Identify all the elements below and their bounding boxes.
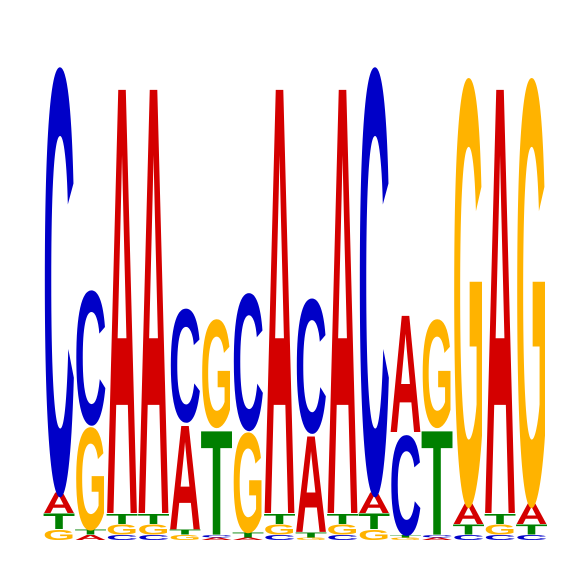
letter-A-pos-2: A bbox=[75, 533, 107, 541]
letter-T-pos-10: T bbox=[327, 511, 360, 528]
letter-C-pos-6: C bbox=[201, 534, 233, 538]
letter-G-pos-3: G bbox=[106, 521, 138, 538]
letter-T-pos-7: T bbox=[232, 530, 264, 538]
letter-C-pos-1: C bbox=[43, 0, 75, 566]
letter-C-pos-7: C bbox=[232, 253, 264, 471]
letter-C-pos-15: C bbox=[484, 533, 516, 541]
letter-T-pos-12: T bbox=[390, 534, 422, 538]
letter-C-pos-12: C bbox=[390, 406, 422, 565]
letter-C-pos-4: C bbox=[138, 533, 170, 541]
letter-C-pos-13: C bbox=[421, 534, 453, 538]
letter-G-pos-5: G bbox=[169, 533, 201, 541]
letter-G-pos-11: G bbox=[358, 526, 390, 543]
letter-G-pos-1: G bbox=[43, 526, 75, 543]
letter-G-pos-8: G bbox=[264, 521, 296, 538]
letter-T-pos-16: T bbox=[516, 521, 549, 538]
letter-A-pos-7: A bbox=[232, 537, 264, 541]
letter-C-pos-11: C bbox=[358, 0, 390, 566]
letter-T-pos-4: T bbox=[138, 511, 171, 528]
letter-T-pos-15: T bbox=[484, 511, 517, 528]
letter-G-pos-13: G bbox=[421, 287, 453, 459]
letter-C-pos-8: C bbox=[264, 533, 296, 541]
letter-G-pos-14: G bbox=[453, 0, 485, 566]
letter-G-pos-9: G bbox=[295, 537, 327, 541]
letter-G-pos-2: G bbox=[75, 397, 107, 560]
letter-C-pos-2: C bbox=[75, 252, 107, 466]
letter-T-pos-14: T bbox=[453, 521, 486, 538]
letter-T-pos-13: T bbox=[421, 398, 453, 566]
letter-A-pos-5: A bbox=[169, 395, 201, 562]
letter-A-pos-6: A bbox=[201, 537, 233, 541]
letter-A-pos-10: A bbox=[327, 0, 359, 566]
letter-A-pos-12: A bbox=[390, 280, 422, 469]
letter-G-pos-4: G bbox=[138, 521, 170, 538]
letter-C-pos-5: C bbox=[169, 277, 201, 457]
letter-G-pos-10: G bbox=[327, 521, 359, 538]
letter-T-pos-2: T bbox=[75, 528, 107, 536]
letter-C-pos-16: C bbox=[516, 533, 548, 541]
letter-T-pos-11: T bbox=[358, 509, 390, 535]
letter-A-pos-11: A bbox=[358, 487, 390, 520]
letter-T-pos-8: T bbox=[264, 511, 297, 528]
letter-C-pos-3: C bbox=[106, 533, 138, 541]
letter-T-pos-9: T bbox=[295, 530, 327, 538]
letter-C-pos-10: C bbox=[327, 533, 359, 541]
letter-A-pos-15: A bbox=[484, 0, 516, 566]
letter-T-pos-6: T bbox=[201, 398, 233, 566]
letter-G-pos-7: G bbox=[232, 404, 264, 563]
letter-G-pos-6: G bbox=[201, 287, 233, 459]
letter-A-pos-4: A bbox=[138, 0, 170, 566]
letter-T-pos-1: T bbox=[43, 509, 75, 535]
letter-A-pos-3: A bbox=[106, 0, 138, 566]
letter-A-pos-1: A bbox=[43, 487, 75, 520]
letter-A-pos-13: A bbox=[421, 537, 453, 541]
letter-A-pos-9: A bbox=[295, 407, 327, 562]
letter-A-pos-8: A bbox=[264, 0, 296, 566]
letter-A-pos-16: A bbox=[516, 498, 548, 531]
letter-T-pos-3: T bbox=[106, 511, 139, 528]
letter-T-pos-5: T bbox=[169, 528, 201, 536]
letter-A-pos-14: A bbox=[453, 498, 485, 531]
letter-G-pos-15: G bbox=[484, 521, 516, 538]
letter-G-pos-12: G bbox=[390, 537, 422, 541]
letter-C-pos-14: C bbox=[453, 533, 485, 541]
letter-G-pos-16: G bbox=[516, 0, 548, 566]
letter-C-pos-9: C bbox=[295, 260, 327, 474]
